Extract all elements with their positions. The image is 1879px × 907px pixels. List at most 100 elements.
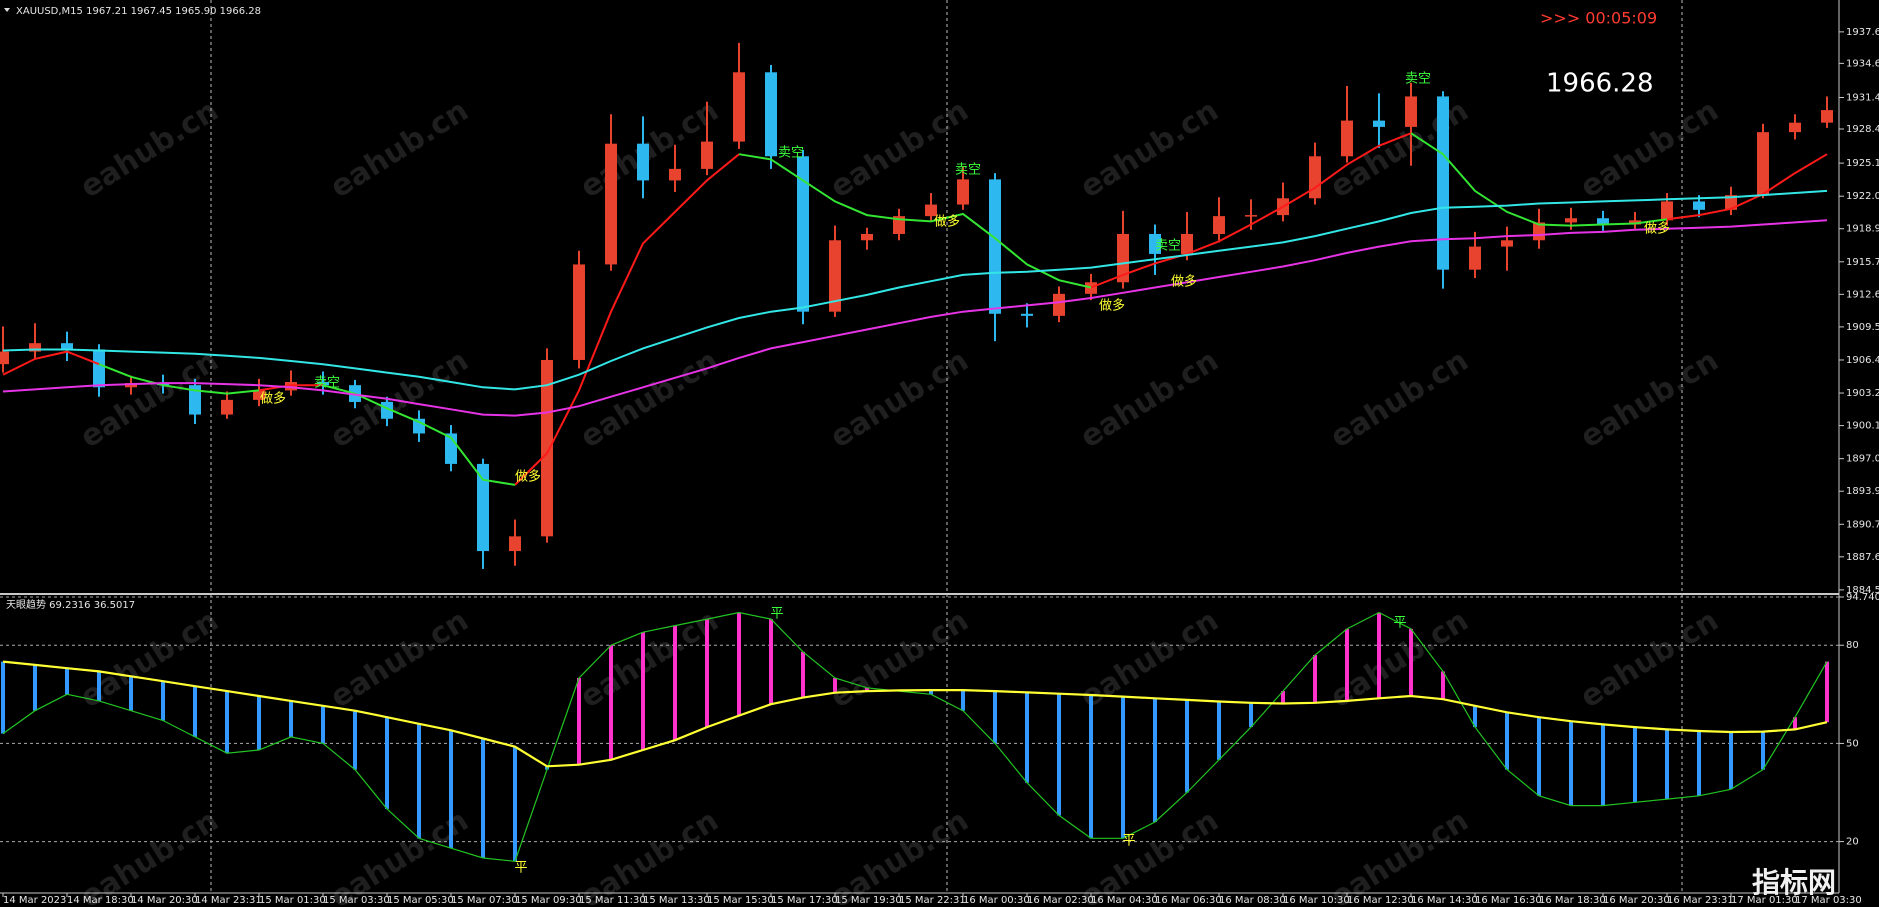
flat-signal: 平 [514,861,527,876]
y-tick-label: 1893.90 [1846,486,1879,497]
sell-signal: 卖空 [778,146,804,161]
histogram-bar [1345,628,1349,701]
histogram-bar [641,632,645,750]
histogram-bar [225,691,229,754]
candle-body [1565,218,1577,223]
x-tick-label: 15 Mar 22:31 [899,895,966,906]
y-tick-label: 1903.25 [1846,388,1879,399]
histogram-bar [513,746,517,862]
histogram-bar [1313,655,1317,703]
candle-body [1693,201,1705,210]
histogram-bar [385,717,389,809]
indicator-line [2,350,100,376]
indicator-line [1090,132,1412,289]
y-tick-label: 1925.15 [1846,158,1879,169]
countdown: >>> 00:05:09 [1540,9,1657,28]
x-tick-label: 17 Mar 03:30 [1795,895,1862,906]
histogram-bar [1473,705,1477,728]
buy-signal: 做多 [934,214,960,230]
candle-body [669,168,681,181]
sell-signal: 卖空 [314,376,340,391]
histogram-bar [961,690,965,711]
x-tick-label: 16 Mar 06:30 [1155,895,1222,906]
histogram-bar [865,687,869,692]
candle-body [61,343,73,350]
candle-body [1757,132,1769,196]
histogram-bar [417,723,421,839]
candle-body [765,72,777,157]
y-tick-label: 1915.75 [1846,257,1879,268]
histogram-bar [737,612,741,716]
candle-body [1245,215,1257,217]
histogram-bar [1377,612,1381,699]
candle-body [1789,122,1801,133]
x-tick-label: 16 Mar 14:30 [1411,895,1478,906]
candle-body [1597,218,1609,225]
candle-body [1309,156,1321,199]
x-tick-label: 16 Mar 20:30 [1603,895,1670,906]
x-tick-label: 14 Mar 2023 [3,895,66,906]
histogram-bar [1793,717,1797,730]
candle-body [541,359,553,537]
x-tick-label: 16 Mar 08:30 [1219,895,1286,906]
histogram-bar [1025,692,1029,783]
y-tick-label: 1890.75 [1846,519,1879,530]
histogram-bar [1505,712,1509,770]
candle-body [829,240,841,312]
plot: 1937.65 1934.65 1931.40 1928.40 1925.15 1922.… [0,27,1879,906]
candle-body [157,383,169,386]
x-tick-label: 15 Mar 09:30 [515,895,582,906]
histogram-bar [289,700,293,737]
x-tick-label: 15 Mar 19:30 [835,895,902,906]
candle-body [797,156,809,312]
x-tick-label: 15 Mar 11:30 [579,895,646,906]
histogram-bar [353,710,357,770]
sell-signal: 卖空 [1405,72,1431,87]
candle-body [1181,233,1193,254]
candle-body [1725,195,1737,210]
candle-body [1501,240,1513,247]
y-tick-label: 1928.40 [1846,124,1879,135]
histogram-bar [33,664,37,711]
candle-body [1117,233,1129,283]
x-tick-label: 16 Mar 16:30 [1475,895,1542,906]
histogram-bar [929,690,933,695]
y-tick-label: 50 [1846,738,1859,749]
menu-icon[interactable] [4,8,10,12]
candle-body [925,204,937,217]
x-tick-label: 16 Mar 12:30 [1347,895,1414,906]
sell-signal: 卖空 [955,163,981,178]
flat-signal: 平 [770,607,783,622]
histogram-bar [1,661,5,734]
histogram-bar [577,677,581,765]
histogram-bar [1729,731,1733,790]
histogram-bar [1441,671,1445,700]
y-tick-label: 1922.00 [1846,191,1879,202]
indicator-line [2,611,1828,862]
candle-body [285,382,297,391]
candle-body [253,390,265,400]
candle-body [1629,220,1641,225]
buy-signal: 做多 [1171,274,1197,290]
histogram-bar [1825,661,1829,723]
histogram-bar [769,619,773,705]
candle-body [989,179,1001,314]
buy-signal: 做多 [1644,221,1670,237]
histogram-bar [1601,724,1605,806]
candle-body [1149,233,1161,254]
y-tick-label: 1918.90 [1846,224,1879,235]
histogram-bar [1537,717,1541,796]
candle-body [1821,110,1833,123]
x-tick-label: 14 Mar 23:31 [195,895,262,906]
histogram-bar [1697,730,1701,796]
logo: 指标网 [1752,866,1836,899]
y-tick-label: 1909.55 [1846,322,1879,333]
histogram-bar [1569,721,1573,806]
buy-signal: 做多 [260,391,286,407]
price-label: 1966.28 [1546,69,1654,99]
histogram-bar [705,619,709,728]
x-tick-label: 17 Mar 01:30 [1731,895,1798,906]
candle-body [957,179,969,205]
